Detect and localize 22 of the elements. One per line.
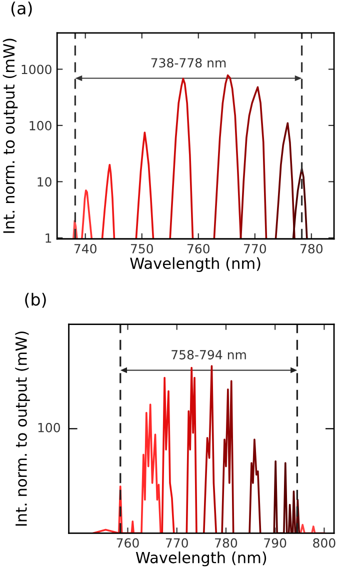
x-tick-label: 770 bbox=[244, 244, 266, 254]
x-tick-label: 760 bbox=[187, 244, 210, 254]
text: 758-794 nm bbox=[172, 350, 246, 360]
x-axis-title: Wavelength (nm) bbox=[130, 257, 260, 272]
x-tick-label: 740 bbox=[74, 244, 96, 254]
x-axis-title: Wavelength (nm) bbox=[136, 551, 266, 566]
x-tick-label: 760 bbox=[116, 538, 139, 548]
y-axis-title: Int. norm. to output (mW) bbox=[15, 332, 30, 526]
x-tick-label: 780 bbox=[300, 244, 323, 254]
x-tick-label: 780 bbox=[215, 538, 238, 548]
x-tick-label: 770 bbox=[166, 538, 188, 548]
chart-title: (a) bbox=[11, 2, 32, 16]
y-tick-label: 1000 bbox=[22, 64, 52, 74]
x-tick-label: 750 bbox=[130, 244, 153, 254]
annotation: 738-778 nm bbox=[151, 58, 226, 68]
y-axis-title: Int. norm. to output (mW) bbox=[2, 38, 18, 233]
y-tick-label: 100 bbox=[30, 120, 52, 130]
x-tick-label: 790 bbox=[264, 538, 286, 548]
x-tick-label: 800 bbox=[313, 538, 336, 548]
y-tick-label: 10 bbox=[38, 177, 52, 187]
y-tick-label: 1 bbox=[46, 234, 52, 243]
chart-title: (b) bbox=[25, 292, 46, 308]
